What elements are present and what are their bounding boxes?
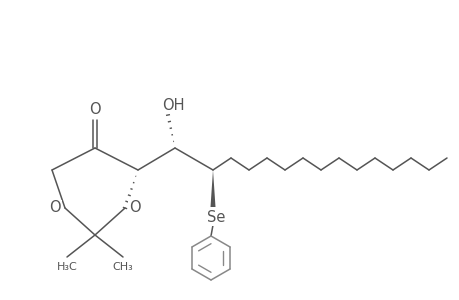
Text: O: O	[129, 200, 140, 215]
Text: O: O	[89, 103, 101, 118]
Text: OH: OH	[162, 98, 184, 112]
Text: H₃C: H₃C	[56, 262, 77, 272]
Polygon shape	[210, 170, 215, 207]
Text: CH₃: CH₃	[112, 262, 133, 272]
Text: Se: Se	[207, 211, 225, 226]
Text: O: O	[49, 200, 61, 215]
